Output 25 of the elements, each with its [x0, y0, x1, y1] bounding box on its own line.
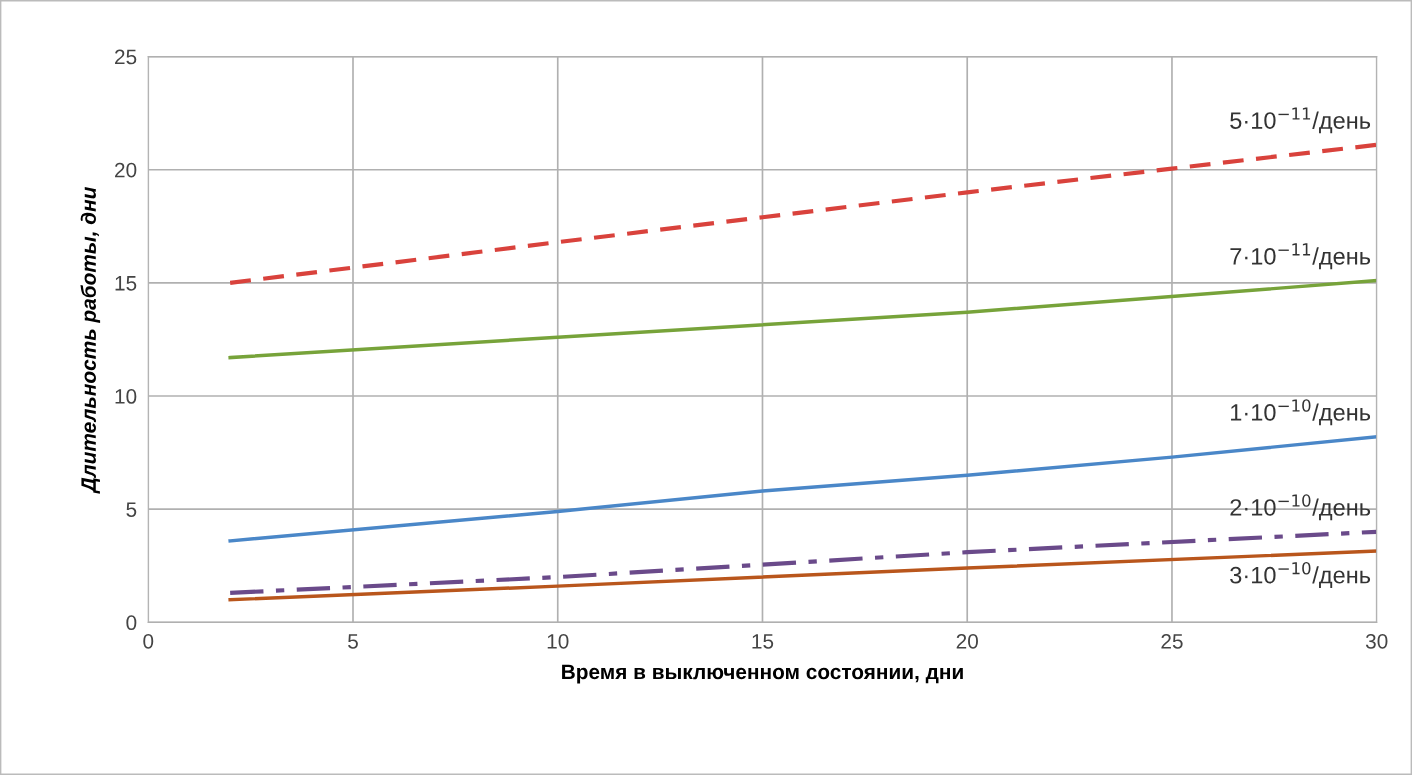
y-tick-label: 25	[115, 49, 137, 65]
y-axis-title: Длительность работы, дни	[80, 186, 101, 494]
series-label: 7·10$^{−11}$/день	[1230, 243, 1371, 270]
x-tick-label: 10	[547, 633, 569, 649]
x-tick-label: 30	[1365, 633, 1388, 649]
series-label: 3·10$^{−10}$/день	[1230, 561, 1371, 588]
x-tick-label: 25	[1161, 633, 1183, 649]
series-label: 5·10$^{−11}$/день	[1230, 107, 1371, 134]
line-series	[228, 549, 1377, 602]
y-tick-label: 0	[126, 615, 137, 631]
y-tick-label: 20	[115, 162, 137, 178]
line-series	[228, 529, 1377, 595]
line-series	[228, 435, 1377, 543]
line-series	[228, 142, 1377, 285]
line-series	[228, 278, 1377, 360]
x-tick-label: 20	[956, 633, 978, 649]
x-tick-label: 15	[752, 634, 774, 649]
x-tick-label: 0	[143, 633, 154, 649]
y-tick-label: 5	[126, 502, 137, 517]
series-label: 1·10$^{−10}$/день	[1231, 399, 1371, 426]
x-axis-title: Время в выключенном состоянии, дни	[562, 664, 963, 684]
y-tick-label: 10	[115, 389, 137, 404]
series-label: 2·10$^{−10}$/день	[1230, 494, 1371, 521]
x-tick-label: 5	[348, 634, 358, 649]
y-tick-label: 15	[115, 276, 137, 291]
